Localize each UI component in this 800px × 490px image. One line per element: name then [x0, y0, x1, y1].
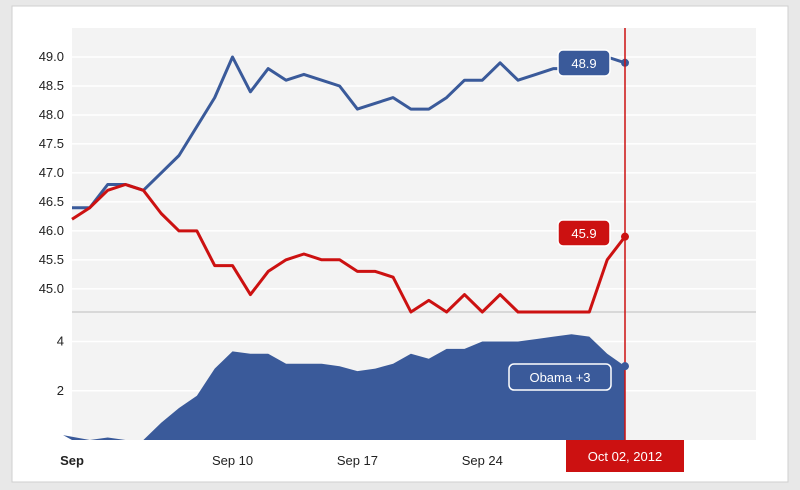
y-tick-label: 4 — [57, 334, 64, 349]
obama-value-callout-text: 48.9 — [571, 56, 596, 71]
spread-area — [63, 334, 626, 440]
upper-plot-area — [72, 28, 756, 312]
spread-callout-box — [508, 363, 612, 391]
y-tick-label: 45.0 — [39, 281, 64, 296]
series-lines — [71, 55, 629, 314]
y-tick-label: 47.5 — [39, 136, 64, 151]
x-tick-label: Sep — [60, 453, 84, 468]
spread-end-point[interactable] — [621, 362, 629, 371]
romney-value-callout-text: 45.9 — [571, 226, 596, 241]
y-tick-label: 2 — [57, 383, 64, 398]
cursor-date-box — [566, 440, 684, 472]
y-tick-label: 49.0 — [39, 49, 64, 64]
x-tick-label: Sep 17 — [337, 453, 378, 468]
upper-y-axis: 45.0 45.5 46.0 46.5 47.0 47.5 48.0 48.5 49.0 — [39, 49, 64, 296]
lower-y-axis: 24 — [57, 334, 64, 398]
y-tick-label: 46.5 — [39, 194, 64, 209]
x-tick-label: Sep 10 — [212, 453, 253, 468]
cursor-date-label: Oct 02, 2012 — [588, 449, 662, 464]
y-tick-label: 47.0 — [39, 165, 64, 180]
y-tick-label: 48.5 — [39, 78, 64, 93]
spread-callout-text: Obama +3 — [529, 370, 590, 385]
date-cursor[interactable] — [621, 28, 629, 440]
x-tick-label: Sep 24 — [462, 453, 503, 468]
y-tick-label: 45.5 — [39, 252, 64, 267]
y-tick-label: 46.0 — [39, 223, 64, 238]
y-tick-label: 48.0 — [39, 107, 64, 122]
obama-line — [72, 55, 626, 210]
obama-value-callout-box — [557, 49, 611, 77]
spread-area-fill — [63, 334, 626, 440]
romney-value-callout-box — [557, 219, 611, 247]
romney-line — [71, 183, 627, 314]
value-callouts: 48.9 45.9 Obama +3 — [508, 49, 612, 391]
